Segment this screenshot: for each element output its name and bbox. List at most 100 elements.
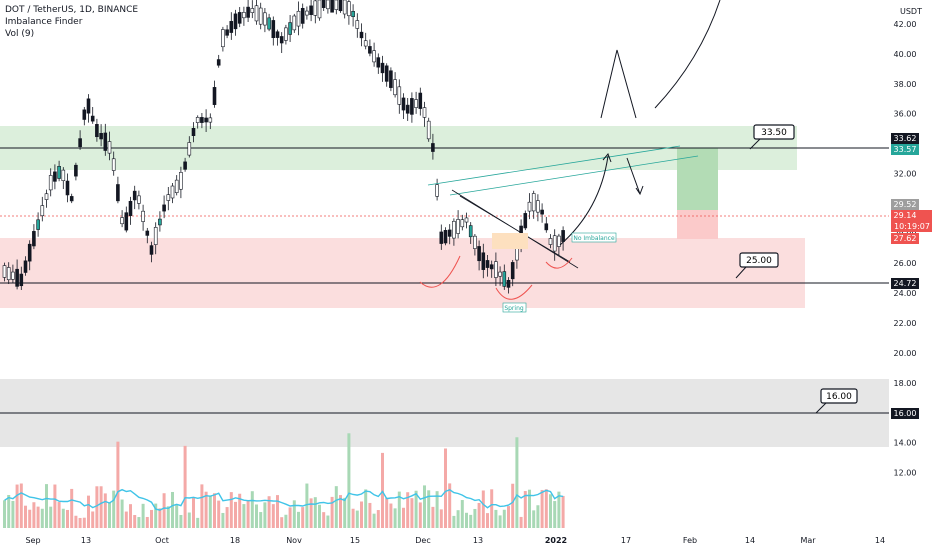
candle-body [200, 117, 204, 123]
volume-bar [486, 513, 489, 528]
volume-bar [444, 448, 447, 528]
candle-body [145, 230, 150, 236]
volume-bar [112, 490, 116, 528]
volume-bar [280, 517, 284, 528]
volume-bar [389, 503, 393, 528]
candle-body [90, 115, 95, 122]
candle-body [271, 20, 276, 39]
candle-body [292, 15, 297, 31]
volume-bar [448, 483, 452, 528]
x-tick-label: Feb [683, 536, 697, 545]
volume-bar [7, 494, 11, 528]
volume-bar [78, 517, 82, 528]
x-axis[interactable]: Sep 13 Oct 18 Nov 15 Dec 13 2022 17 Feb 14 Mar 14 [25, 536, 885, 545]
candle-body [284, 27, 288, 41]
tag-33-57 [891, 144, 919, 155]
candle-body [149, 245, 154, 255]
indicator-volume[interactable]: Vol (9) [5, 29, 35, 39]
candle-body [27, 243, 32, 262]
volume-bar [45, 484, 48, 528]
volume-bar [171, 491, 174, 528]
volume-bar [66, 509, 69, 528]
candle-body [309, 5, 313, 15]
candle-body [389, 70, 393, 88]
candle-body [494, 261, 498, 278]
volume-bar [137, 517, 141, 528]
candle-body [489, 264, 494, 270]
volume-bar [330, 496, 334, 528]
channel-upper-line [427, 145, 681, 186]
candle-body [57, 165, 61, 179]
volume-bar [410, 498, 414, 528]
volume-bar [494, 509, 498, 528]
candle-body [502, 271, 507, 287]
candle-body [485, 260, 490, 268]
candle-body [258, 7, 263, 25]
callout-25-00[interactable] [739, 252, 779, 268]
callout-16-00[interactable] [820, 388, 858, 404]
candle-body [431, 143, 435, 152]
y-tick-label: 40.00 [894, 50, 917, 59]
volume-bar [465, 512, 468, 528]
candle-body [191, 128, 196, 136]
y-tick-label: 14.00 [894, 439, 917, 448]
callout-33-50[interactable] [753, 124, 795, 140]
imbalance-box [492, 233, 528, 249]
projection-arrow [559, 155, 609, 246]
tag-29-52 [891, 199, 919, 210]
y-tick-label: 12.00 [894, 469, 917, 478]
x-tick-label: 13 [473, 536, 483, 545]
volume-bar [91, 511, 95, 528]
candle-body [74, 164, 78, 177]
y-tick-label: 18.00 [894, 379, 917, 388]
x-tick-label: 13 [81, 536, 91, 545]
volume-bar [95, 486, 99, 528]
candle-body [124, 212, 129, 231]
x-tick-label: Oct [155, 536, 169, 545]
candle-body [40, 205, 45, 217]
volume-bar [372, 513, 376, 528]
candle-body [552, 235, 557, 252]
volume-bar [242, 504, 246, 528]
callout-16-00-text: 16.00 [826, 392, 852, 402]
volume-ma-line [4, 488, 564, 511]
volume-bar [481, 490, 485, 528]
candle-body [313, 0, 318, 16]
volume-bar [490, 489, 494, 528]
candle-body [498, 271, 502, 277]
projection-arrowhead [602, 153, 612, 163]
down-arrow [626, 157, 644, 196]
volume-bar [364, 489, 368, 528]
indicator-imbalance-finder[interactable]: Imbalance Finder [5, 17, 83, 27]
candle-body [187, 142, 192, 156]
volume-bar [120, 499, 124, 528]
candle-body [510, 262, 515, 280]
candle-body [338, 0, 343, 12]
candle-body [32, 231, 36, 247]
volume-bar [229, 492, 233, 528]
x-tick-label: Mar [800, 536, 816, 545]
tag-16-00-text: 16.00 [894, 409, 917, 418]
volume-bar [150, 509, 153, 528]
candle-body [36, 219, 40, 230]
volume-bar [183, 445, 187, 528]
candle-body [229, 21, 234, 33]
y-tick-label: 36.00 [894, 110, 917, 119]
candle-body [317, 0, 322, 19]
volume-bar [368, 502, 372, 528]
candle-body [536, 200, 540, 213]
volume-bar [532, 510, 536, 528]
x-tick-label: 14 [875, 536, 885, 545]
candle-body [481, 252, 486, 270]
volume-bar [406, 492, 410, 528]
candle-body [225, 29, 229, 36]
volume-bar [309, 498, 313, 528]
candle-body [330, 0, 334, 13]
stop-box [677, 210, 718, 239]
candle-body [321, 0, 326, 8]
volume-bar [507, 506, 510, 528]
candle-body [334, 0, 339, 10]
candle-body [237, 12, 242, 24]
candle-body [233, 13, 238, 30]
